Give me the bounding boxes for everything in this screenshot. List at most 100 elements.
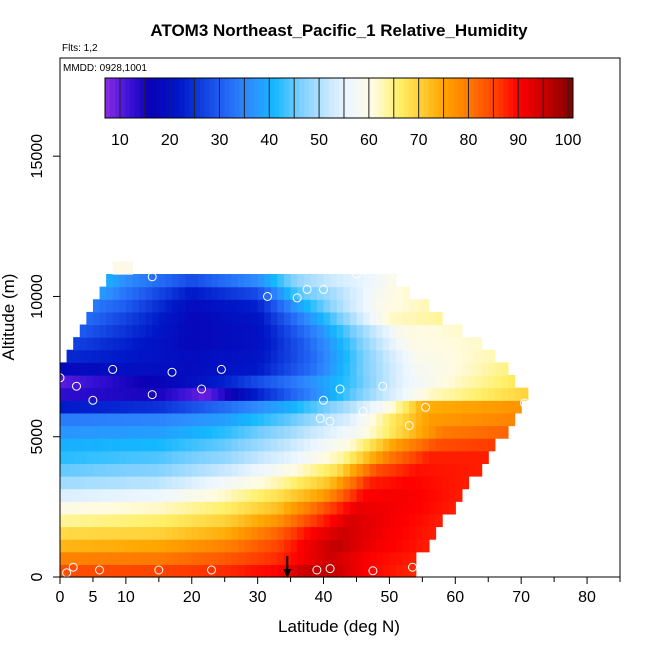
heatmap-cell — [73, 425, 81, 439]
heatmap-cell — [211, 551, 219, 565]
heatmap-cell — [356, 337, 364, 351]
heatmap-cell — [178, 274, 186, 288]
heatmap-cell — [152, 564, 160, 578]
heatmap-cell — [218, 286, 226, 300]
heatmap-cell — [165, 501, 173, 515]
heatmap-cell — [396, 286, 404, 300]
heatmap-cell — [132, 526, 140, 540]
heatmap-cell — [290, 400, 298, 414]
heatmap-cell — [185, 412, 193, 427]
heatmap-cell — [382, 564, 391, 578]
heatmap-cell — [323, 526, 331, 540]
heatmap-cell — [92, 564, 101, 578]
colorbar-segment — [194, 78, 201, 118]
colorbar-segment — [179, 78, 186, 118]
heatmap-cell — [112, 425, 120, 439]
heatmap-cell — [363, 551, 371, 565]
heatmap-cell — [508, 387, 516, 401]
colorbar-segment — [279, 78, 285, 118]
heatmap-cell — [270, 311, 279, 326]
heatmap-cell — [139, 349, 147, 363]
heatmap-cell — [60, 539, 68, 553]
y-tick-label: 0 — [29, 572, 46, 581]
heatmap-cell — [409, 324, 417, 338]
heatmap-cell — [79, 387, 87, 401]
heatmap-cell — [468, 438, 476, 452]
heatmap-cell — [125, 450, 134, 464]
heatmap-cell — [369, 425, 377, 439]
heatmap-cell — [369, 526, 377, 540]
heatmap-cell — [330, 286, 338, 300]
heatmap-cell — [264, 337, 272, 351]
heatmap-cell — [343, 349, 351, 363]
x-tick-label: 20 — [183, 589, 201, 606]
heatmap-cell — [244, 362, 252, 376]
colorbar-segment — [458, 78, 464, 118]
heatmap-cell — [435, 400, 443, 414]
heatmap-cell — [237, 375, 246, 389]
colorbar-segment — [498, 78, 504, 118]
heatmap-cell — [435, 450, 443, 464]
heatmap-cell — [231, 400, 239, 414]
observation-point — [108, 364, 118, 374]
heatmap-cell — [237, 362, 246, 376]
heatmap-cell — [165, 564, 173, 578]
heatmap-cell — [475, 400, 483, 414]
heatmap-cell — [297, 299, 305, 313]
heatmap-cell — [376, 539, 384, 553]
heatmap-cell — [435, 324, 443, 338]
heatmap-cell — [323, 362, 331, 376]
heatmap-cell — [343, 400, 351, 414]
heatmap-cell — [172, 324, 180, 338]
heatmap-cell — [316, 349, 325, 363]
heatmap-cell — [237, 476, 246, 490]
heatmap-cell — [79, 337, 87, 351]
heatmap-cell — [198, 311, 206, 326]
heatmap-cell — [224, 362, 232, 376]
heatmap-cell — [349, 526, 358, 540]
heatmap-cell — [257, 362, 265, 376]
x-tick-label: 80 — [578, 589, 596, 606]
heatmap-cell — [389, 438, 397, 452]
heatmap-cell — [316, 299, 325, 313]
heatmap-cell — [172, 513, 180, 528]
heatmap-cell — [435, 362, 443, 376]
heatmap-cell — [172, 450, 180, 464]
heatmap-cell — [139, 311, 147, 326]
heatmap-cell — [244, 438, 252, 452]
heatmap-cell — [73, 526, 81, 540]
heatmap-cell — [73, 513, 81, 528]
heatmap-cell — [369, 539, 377, 553]
heatmap-cell — [132, 286, 140, 300]
heatmap-cell — [435, 349, 443, 363]
heatmap-cell — [211, 349, 219, 363]
heatmap-cell — [303, 564, 311, 578]
colorbar-segment — [119, 78, 126, 118]
colorbar-segment — [343, 78, 350, 118]
heatmap-cell — [336, 387, 344, 401]
heatmap-cell — [231, 425, 239, 439]
heatmap-cell — [409, 387, 417, 401]
heatmap-cell — [290, 412, 298, 427]
heatmap-cell — [290, 564, 298, 578]
heatmap-cell — [270, 438, 279, 452]
heatmap-cell — [455, 463, 463, 477]
colorbar-segment — [229, 78, 235, 118]
heatmap-cell — [415, 299, 423, 313]
heatmap-cell — [297, 337, 305, 351]
heatmap-cell — [211, 526, 219, 540]
colorbar-segment — [239, 78, 245, 118]
heatmap-cell — [376, 362, 384, 376]
heatmap-cell — [92, 425, 101, 439]
heatmap-cell — [336, 463, 344, 477]
heatmap-cell — [251, 425, 259, 439]
heatmap-cell — [99, 337, 107, 351]
heatmap-cell — [448, 463, 456, 477]
heatmap-cell — [297, 400, 305, 414]
heatmap-cell — [79, 375, 87, 389]
x-tick-label: 70 — [512, 589, 530, 606]
heatmap-cell — [158, 526, 167, 540]
heatmap-cell — [442, 501, 450, 515]
heatmap-cell — [356, 463, 364, 477]
heatmap-cell — [257, 375, 265, 389]
